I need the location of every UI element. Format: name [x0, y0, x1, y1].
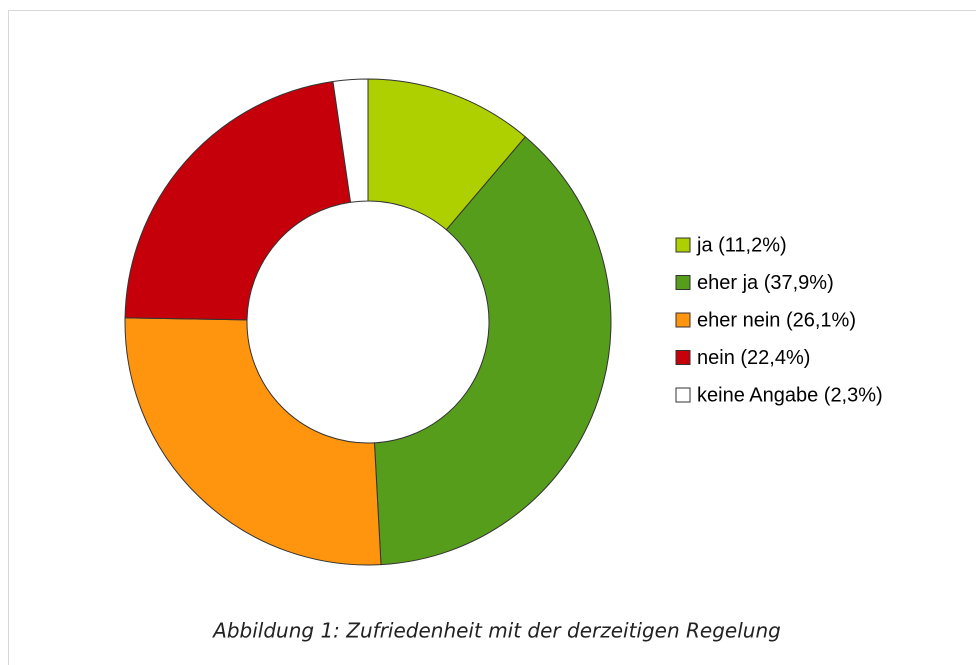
legend-swatch: [675, 312, 691, 328]
legend-label: keine Angabe (2,3%): [697, 384, 883, 406]
legend-swatch: [675, 350, 691, 365]
donut-slice: [124, 317, 382, 566]
frame: [8, 10, 976, 665]
donut-slice: [124, 80, 352, 321]
legend-label: ja (11,2%): [696, 234, 787, 256]
legend-swatch: [675, 275, 691, 290]
legend-label: eher nein (26,1%): [697, 309, 856, 331]
donut-slice: [373, 136, 612, 566]
legend-swatch: [675, 387, 691, 403]
legend-label: nein (22,4%): [697, 347, 810, 369]
donut-slice: [332, 78, 369, 203]
legend-label: eher ja (37,9%): [697, 272, 834, 294]
legend-swatch: [675, 237, 691, 253]
caption: Abbildung 1: Zufriedenheit mit der derze…: [211, 619, 781, 643]
